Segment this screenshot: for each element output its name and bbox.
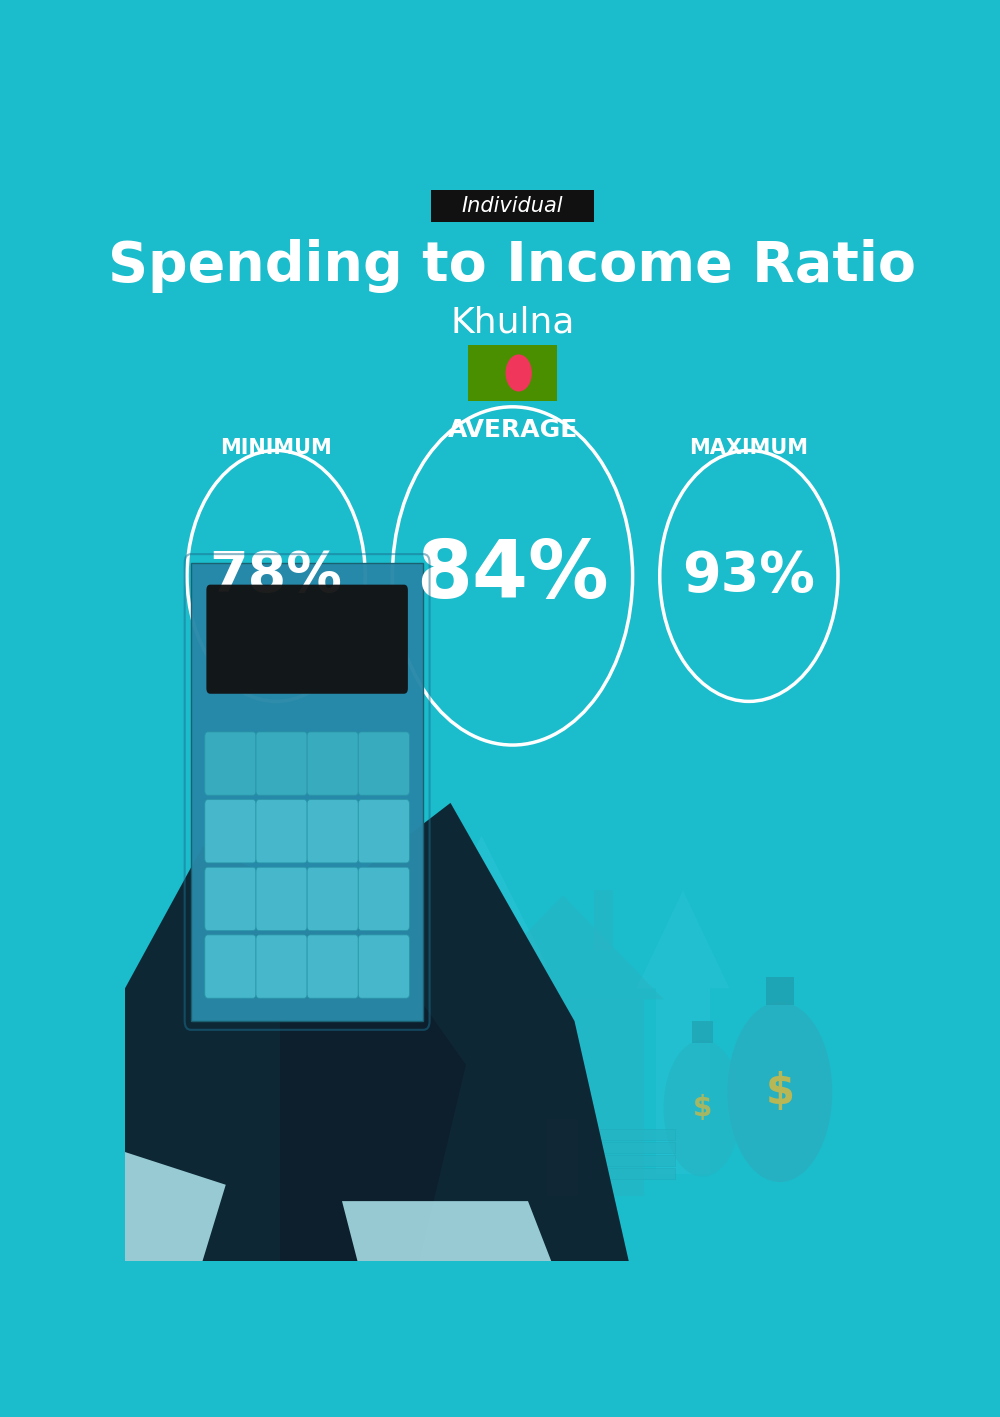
Text: $: $ [693, 1094, 712, 1122]
Ellipse shape [728, 1002, 832, 1182]
FancyBboxPatch shape [256, 799, 307, 863]
Text: MINIMUM: MINIMUM [220, 438, 332, 458]
FancyBboxPatch shape [358, 935, 409, 998]
FancyBboxPatch shape [206, 585, 408, 694]
Polygon shape [656, 989, 710, 1173]
Polygon shape [462, 896, 664, 999]
FancyBboxPatch shape [547, 1119, 578, 1196]
Bar [590, 1169, 675, 1179]
FancyBboxPatch shape [431, 190, 594, 222]
FancyBboxPatch shape [358, 867, 409, 931]
Text: Khulna: Khulna [450, 306, 575, 340]
Bar [590, 1129, 675, 1141]
Polygon shape [416, 836, 547, 966]
Bar [766, 978, 794, 1005]
Polygon shape [191, 563, 423, 1022]
Polygon shape [482, 999, 644, 1196]
FancyBboxPatch shape [307, 935, 358, 998]
Bar [692, 1022, 713, 1043]
Circle shape [506, 354, 532, 391]
Ellipse shape [664, 1040, 741, 1176]
FancyBboxPatch shape [205, 867, 256, 931]
FancyBboxPatch shape [256, 733, 307, 795]
Text: 78%: 78% [210, 548, 343, 602]
Polygon shape [125, 846, 466, 1261]
Bar [590, 1155, 675, 1166]
Text: AVERAGE: AVERAGE [447, 418, 578, 442]
FancyBboxPatch shape [307, 799, 358, 863]
FancyBboxPatch shape [205, 733, 256, 795]
Text: $: $ [765, 1071, 794, 1112]
FancyBboxPatch shape [256, 867, 307, 931]
FancyBboxPatch shape [468, 344, 557, 401]
Text: Spending to Income Ratio: Spending to Income Ratio [108, 239, 916, 293]
FancyBboxPatch shape [358, 733, 409, 795]
Polygon shape [342, 1202, 551, 1261]
Text: MAXIMUM: MAXIMUM [689, 438, 808, 458]
Bar [590, 1142, 675, 1153]
FancyBboxPatch shape [205, 799, 256, 863]
Text: 93%: 93% [682, 548, 815, 602]
FancyBboxPatch shape [205, 935, 256, 998]
Polygon shape [125, 1152, 226, 1261]
FancyBboxPatch shape [307, 733, 358, 795]
FancyBboxPatch shape [307, 867, 358, 931]
FancyBboxPatch shape [256, 935, 307, 998]
Polygon shape [443, 966, 520, 1207]
Text: 84%: 84% [416, 537, 609, 615]
FancyBboxPatch shape [358, 799, 409, 863]
Polygon shape [280, 803, 629, 1261]
Text: Individual: Individual [462, 196, 563, 215]
Polygon shape [637, 890, 730, 989]
Bar [594, 890, 613, 951]
